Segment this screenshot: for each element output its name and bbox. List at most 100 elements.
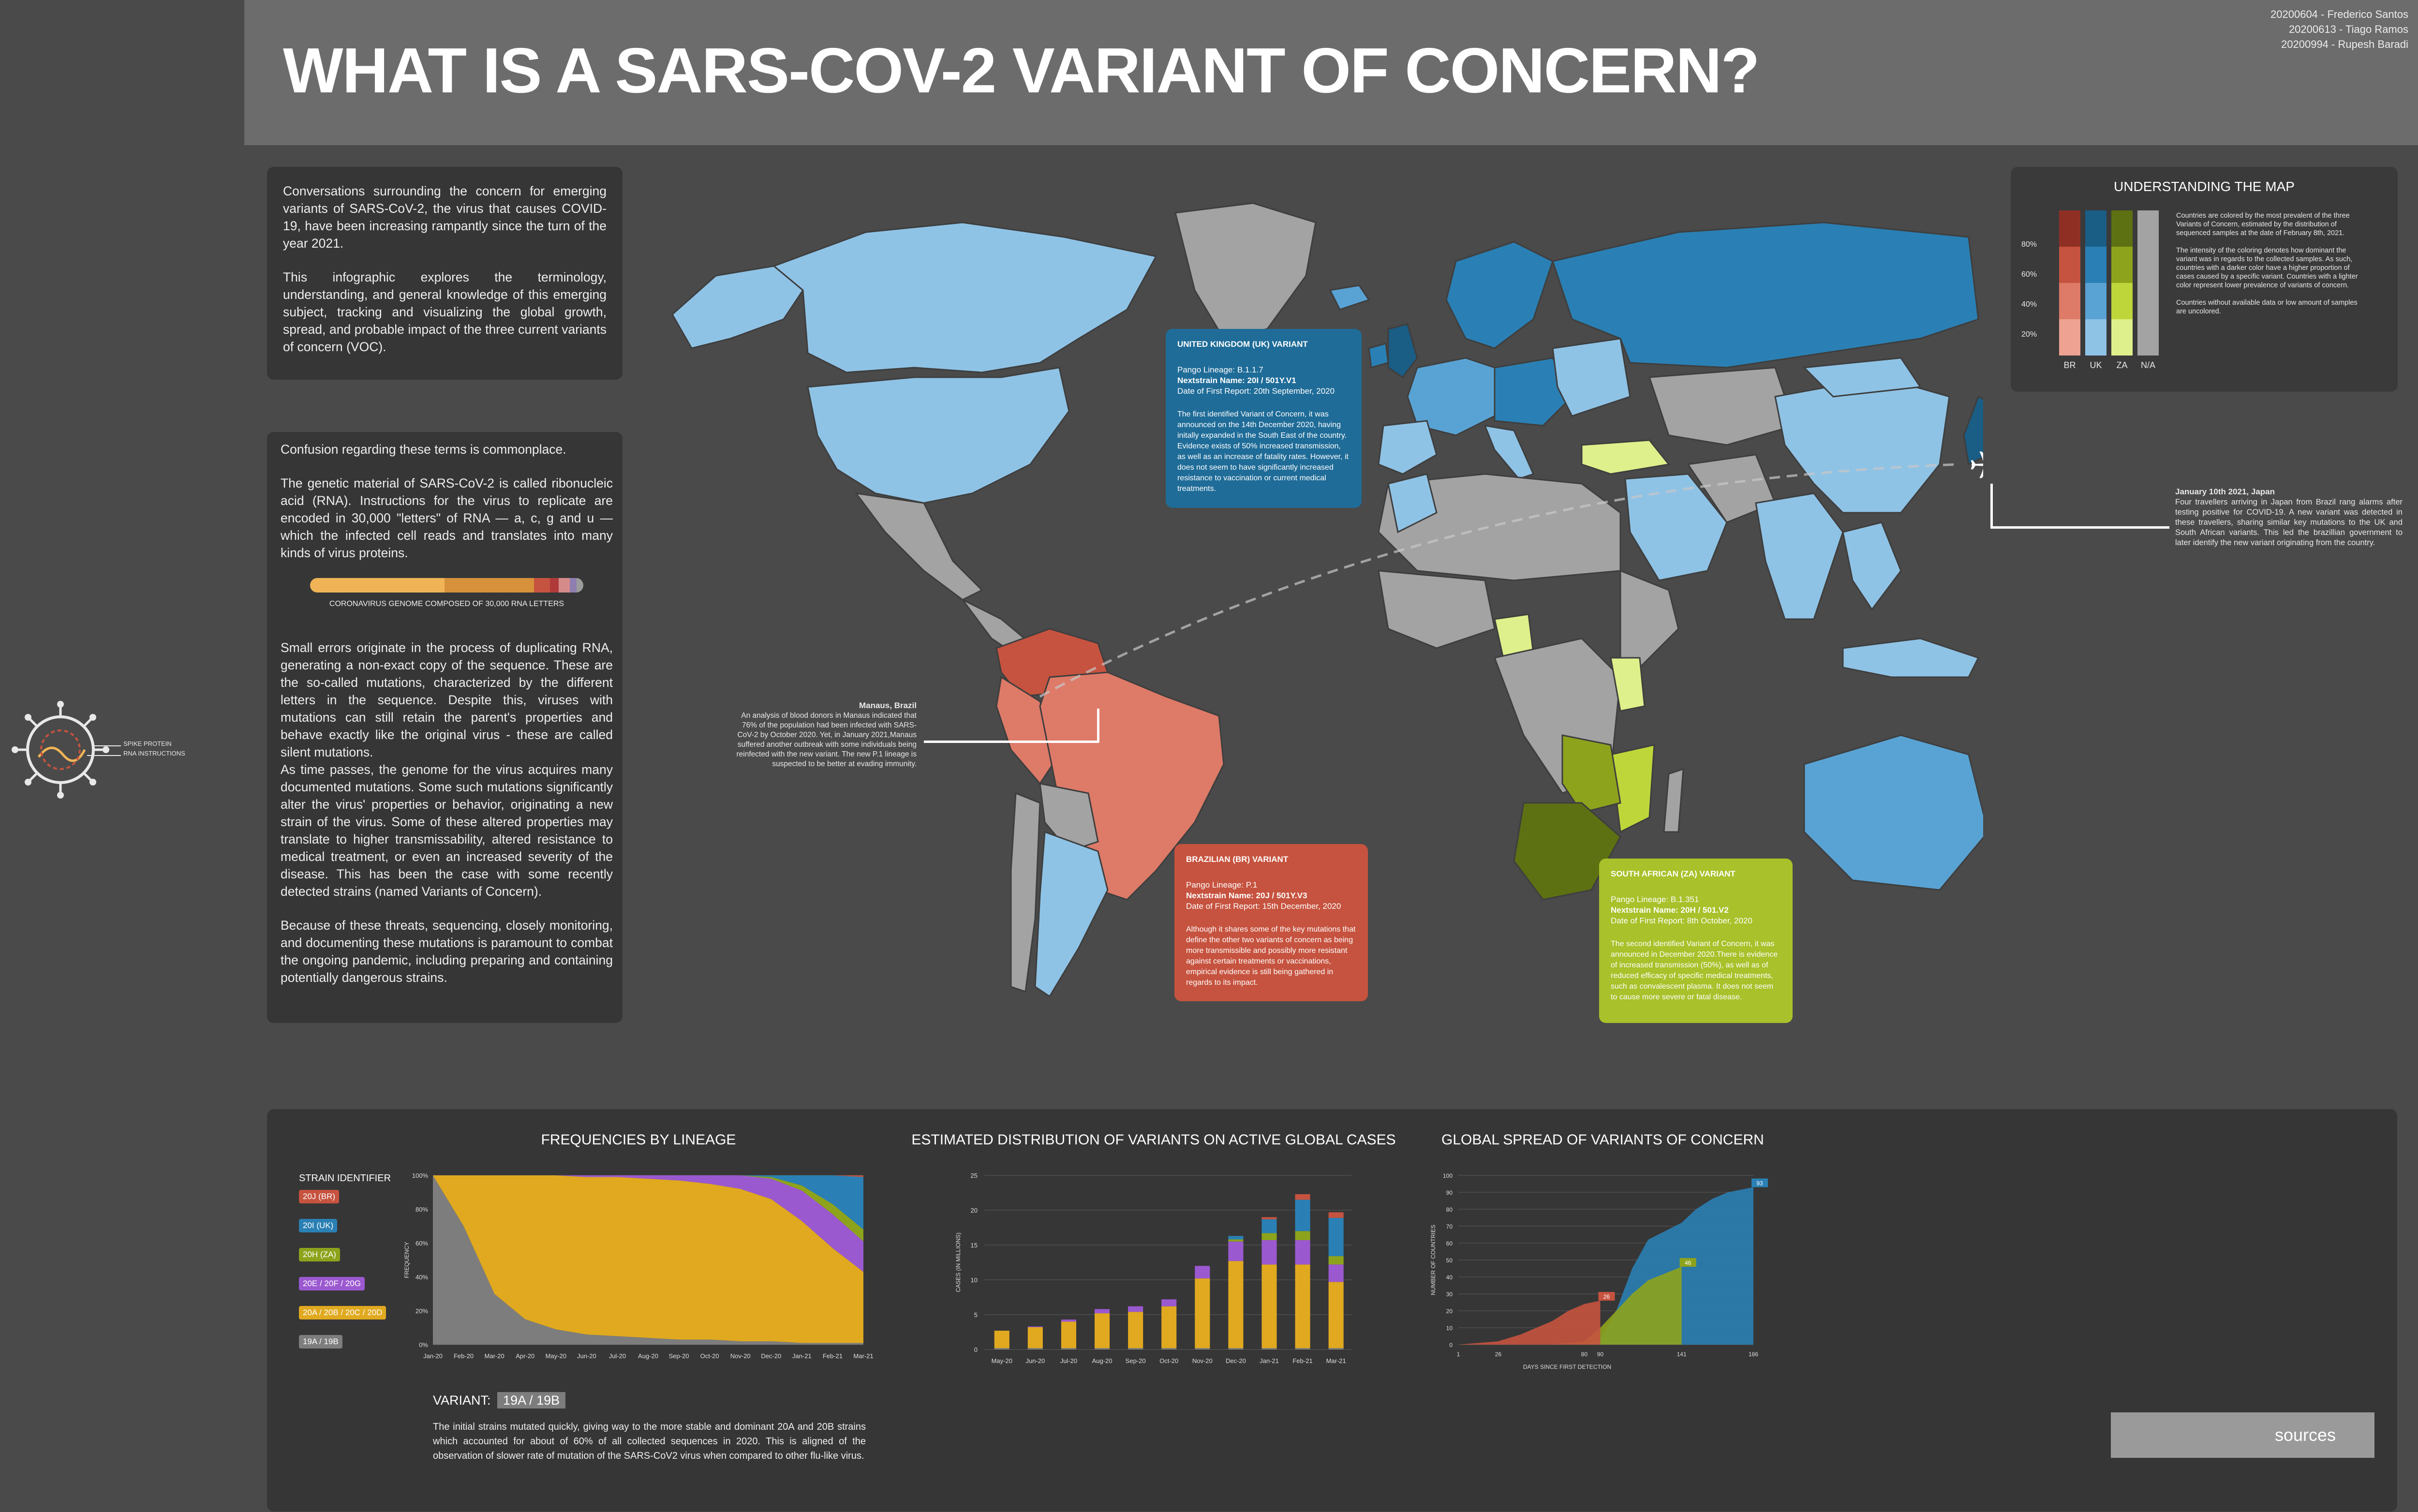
y-tick-label: 20 [971,1207,978,1214]
end-label: 26 [1603,1293,1610,1300]
spread-chart-title: GLOBAL SPREAD OF VARIANTS OF CONCERN [1441,1132,1764,1148]
legend-swatch [2059,210,2080,247]
bar-segment [1061,1321,1076,1349]
strain-legend-item[interactable]: 20J (BR) [299,1190,405,1219]
area-20i-uk- [1458,1187,1753,1345]
rna-instructions-label: RNA INSTRUCTIONS [123,750,185,757]
country-greenland [1174,202,1317,340]
country-mexico [854,492,983,601]
legend-column-label: BR [2063,360,2076,370]
legend-description: Countries are colored by the most preval… [2176,211,2362,316]
legend-column-label: ZA [2116,360,2128,370]
bar-segment [1228,1239,1244,1242]
y-tick-label: 25 [971,1172,978,1179]
legend-title: UNDERSTANDING THE MAP [2114,179,2295,194]
bar-segment [1261,1348,1277,1349]
credit-line: 20200613 - Tiago Ramos [2288,23,2408,35]
strain-legend-item[interactable]: 19A / 19B [299,1335,405,1364]
legend-swatch [2059,247,2080,283]
bar-segment [1328,1264,1344,1282]
x-tick-label: Jan-20 [423,1352,443,1360]
dist-chart-title: ESTIMATED DISTRIBUTION OF VARIANTS ON AC… [911,1132,1396,1148]
legend-swatch [2137,210,2159,247]
bar-segment [1261,1264,1277,1349]
bar-segment [1095,1309,1110,1314]
bar-segment [1295,1194,1310,1200]
legend-column-label: N/A [2140,360,2155,370]
bar-segment [1027,1326,1043,1327]
world-map: ✈ [671,202,1983,998]
strain-legend-item[interactable]: 20A / 20B / 20C / 20D [299,1306,405,1335]
country-chile [1010,792,1041,993]
y-tick-label: 60% [415,1240,428,1247]
card-title: SOUTH AFRICAN (ZA) VARIANT [1611,869,1736,878]
bar-segment [1228,1241,1244,1261]
card-meta: Nextstrain Name: 20H / 501.V2 [1611,905,1729,915]
bar-segment [1095,1348,1110,1349]
country-western-europe [1407,357,1496,436]
legend-swatch [2111,319,2133,356]
country-uk [1387,323,1418,379]
country-west-africa [1378,570,1496,649]
travel-route-line [1039,463,1959,698]
uk-variant-card: UNITED KINGDOM (UK) VARIANT Pango Lineag… [1166,329,1362,508]
coronavirus-icon [12,701,121,799]
strain-legend: 20J (BR) 20I (UK) 20H (ZA) 20E / 20F / 20G 2… [299,1190,405,1364]
strain-legend-item[interactable]: 20H (ZA) [299,1248,405,1277]
y-tick-label: 90 [1446,1189,1453,1196]
y-tick-label: 5 [974,1311,978,1319]
strain-label: 20I (UK) [299,1219,338,1232]
card-meta: Nextstrain Name: 20I / 501Y.V1 [1177,376,1296,385]
bar-segment [1261,1219,1277,1233]
country-southeast-asia [1842,521,1902,611]
x-tick-label: Sep-20 [1126,1357,1146,1364]
bar-segment [1128,1312,1143,1349]
strain-legend-item[interactable]: 20E / 20F / 20G [299,1277,405,1306]
variant-value[interactable]: 19A / 19B [497,1392,566,1408]
explainer-panel: Confusion regarding these terms is commo… [267,432,623,1023]
x-tick-label: Jun-20 [1025,1357,1045,1364]
credits: 20200604 - Frederico Santos 20200613 - T… [2270,7,2408,52]
end-label-badge [1598,1292,1615,1301]
bar-segment [1195,1278,1210,1349]
x-tick-label: 80 [1581,1351,1588,1358]
variant-selector[interactable]: VARIANT: 19A / 19B [433,1392,566,1408]
explainer-paragraph: The genetic material of SARS-CoV-2 is ca… [281,476,613,560]
country-scandinavia [1445,241,1554,349]
annotation-title: Manaus, Brazil [859,701,917,710]
x-tick-label: Oct-20 [700,1352,719,1360]
area-20h-za- [1458,1267,1682,1345]
japan-annotation: January 10th 2021, Japan Four travellers… [2175,487,2403,548]
strain-identifier-header: STRAIN IDENTIFIER [299,1173,391,1184]
end-label: 93 [1756,1180,1763,1187]
x-tick-label: Feb-21 [1292,1357,1312,1364]
strain-label: 20H (ZA) [299,1248,340,1261]
x-tick-label: Sep-20 [669,1352,689,1360]
country-eastern-europe [1552,338,1631,417]
country-canada [772,222,1157,373]
legend-level: 20% [2021,330,2037,339]
country-usa [807,367,1070,504]
country-mongolia [1802,357,1922,398]
x-tick-label: Mar-20 [485,1352,504,1360]
area-20j-br- [1458,1301,1601,1345]
country-alaska [671,265,804,349]
end-label: 46 [1685,1260,1691,1266]
legend-swatch [2137,283,2159,319]
strain-legend-item[interactable]: 20I (UK) [299,1219,405,1248]
intro-paragraph: Conversations surrounding the concern fo… [283,184,607,251]
card-description: Although it shares some of the key mutat… [1186,925,1356,987]
x-tick-label: 1 [1457,1351,1460,1358]
strain-label: 20E / 20F / 20G [299,1277,365,1290]
y-axis-label: CASES (IN MILLIONS) [955,1232,962,1292]
legend-columns: BR UK ZA N/A [2059,360,2159,371]
explainer-paragraph: Confusion regarding these terms is commo… [281,442,566,457]
sources-button[interactable]: sources [2111,1412,2374,1458]
legend-levels: 80% 60% 40% 20% [2021,230,2037,350]
x-tick-label: May-20 [546,1352,566,1360]
bar-segment [994,1348,1009,1349]
y-tick-label: 10 [971,1276,978,1284]
page-title: WHAT IS A SARS-COV-2 VARIANT OF CONCERN? [283,35,1760,106]
x-tick-label: Jan-21 [792,1352,812,1360]
card-meta: Date of First Report: 20th September, 20… [1177,386,1335,396]
